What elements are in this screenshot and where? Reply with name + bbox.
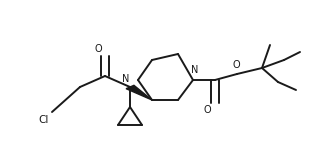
Text: O: O: [232, 60, 240, 70]
Polygon shape: [126, 85, 152, 100]
Text: Cl: Cl: [38, 115, 49, 125]
Text: N: N: [191, 65, 198, 75]
Text: N: N: [122, 74, 130, 84]
Text: O: O: [95, 44, 102, 54]
Text: O: O: [203, 105, 211, 115]
